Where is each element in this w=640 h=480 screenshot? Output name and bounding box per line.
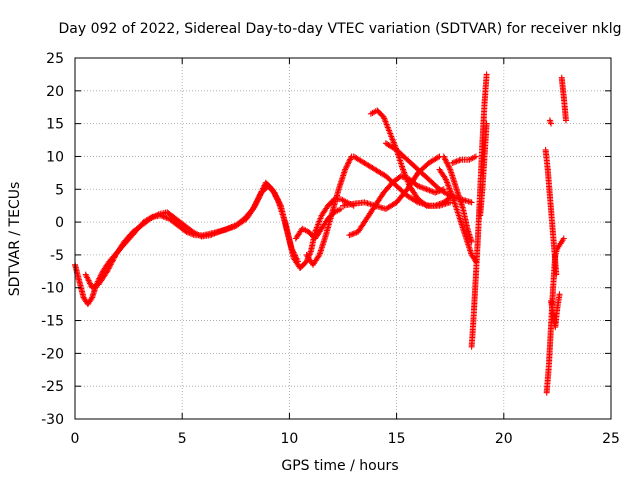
y-tick-label: 20: [46, 84, 64, 100]
y-tick-label: -20: [41, 346, 64, 362]
series-arc-12: [440, 153, 475, 245]
y-tick-label: -30: [41, 412, 64, 428]
data-point-trail: [548, 291, 563, 331]
data-point-trail: [546, 117, 554, 127]
data-point-trail: [477, 120, 490, 219]
chart-title: Day 092 of 2022, Sidereal Day-to-day VTE…: [59, 21, 622, 37]
x-tick-label: 10: [280, 431, 298, 447]
grid: [75, 58, 611, 419]
data-point-trail: [72, 183, 304, 308]
series-arc-17: [542, 146, 560, 278]
series-arc-19: [558, 74, 569, 124]
y-axis-label: SDTVAR / TECUs: [7, 182, 23, 297]
series-arc-5: [292, 206, 344, 242]
data-point-trail: [436, 166, 479, 265]
series-arc-13: [449, 153, 479, 166]
series-arc-20: [546, 117, 554, 127]
x-tick-label: 0: [71, 431, 80, 447]
series-arc-18: [548, 291, 563, 331]
y-tick-label: -5: [50, 248, 64, 264]
y-tick-label: 5: [55, 182, 64, 198]
y-tick-label: 10: [46, 149, 64, 165]
data-point-trail: [542, 146, 560, 278]
y-tick-label: -15: [41, 314, 64, 330]
data-points: [72, 71, 569, 396]
series-arc-4: [303, 153, 355, 268]
x-tick-label: 25: [602, 431, 620, 447]
y-tick-label: 25: [46, 51, 64, 67]
series-arc-1: [72, 183, 304, 308]
data-point-trail: [449, 153, 479, 166]
data-point-trail: [82, 179, 301, 291]
x-tick-label: 15: [388, 431, 406, 447]
y-tick-label: 0: [55, 215, 64, 231]
data-point-trail: [292, 206, 344, 242]
tick-labels: 0 5 10 15 20 25 -30 -25 -20 -15 -10 -5 0 5 10 15 20 25: [41, 51, 620, 447]
series-arc-11: [436, 166, 479, 265]
y-tick-label: -10: [41, 281, 64, 297]
x-axis-label: GPS time / hours: [281, 458, 398, 474]
axis-ticks: [74, 57, 612, 420]
data-point-trail: [440, 153, 475, 245]
x-tick-label: 5: [178, 431, 187, 447]
y-tick-label: 15: [46, 117, 64, 133]
x-tick-label: 20: [495, 431, 513, 447]
series-arc-2: [82, 179, 301, 291]
plot-frame: [74, 57, 612, 420]
data-point-trail: [303, 153, 355, 268]
series-arc-15: [477, 120, 490, 219]
y-tick-label: -25: [41, 379, 64, 395]
data-point-trail: [558, 74, 569, 124]
